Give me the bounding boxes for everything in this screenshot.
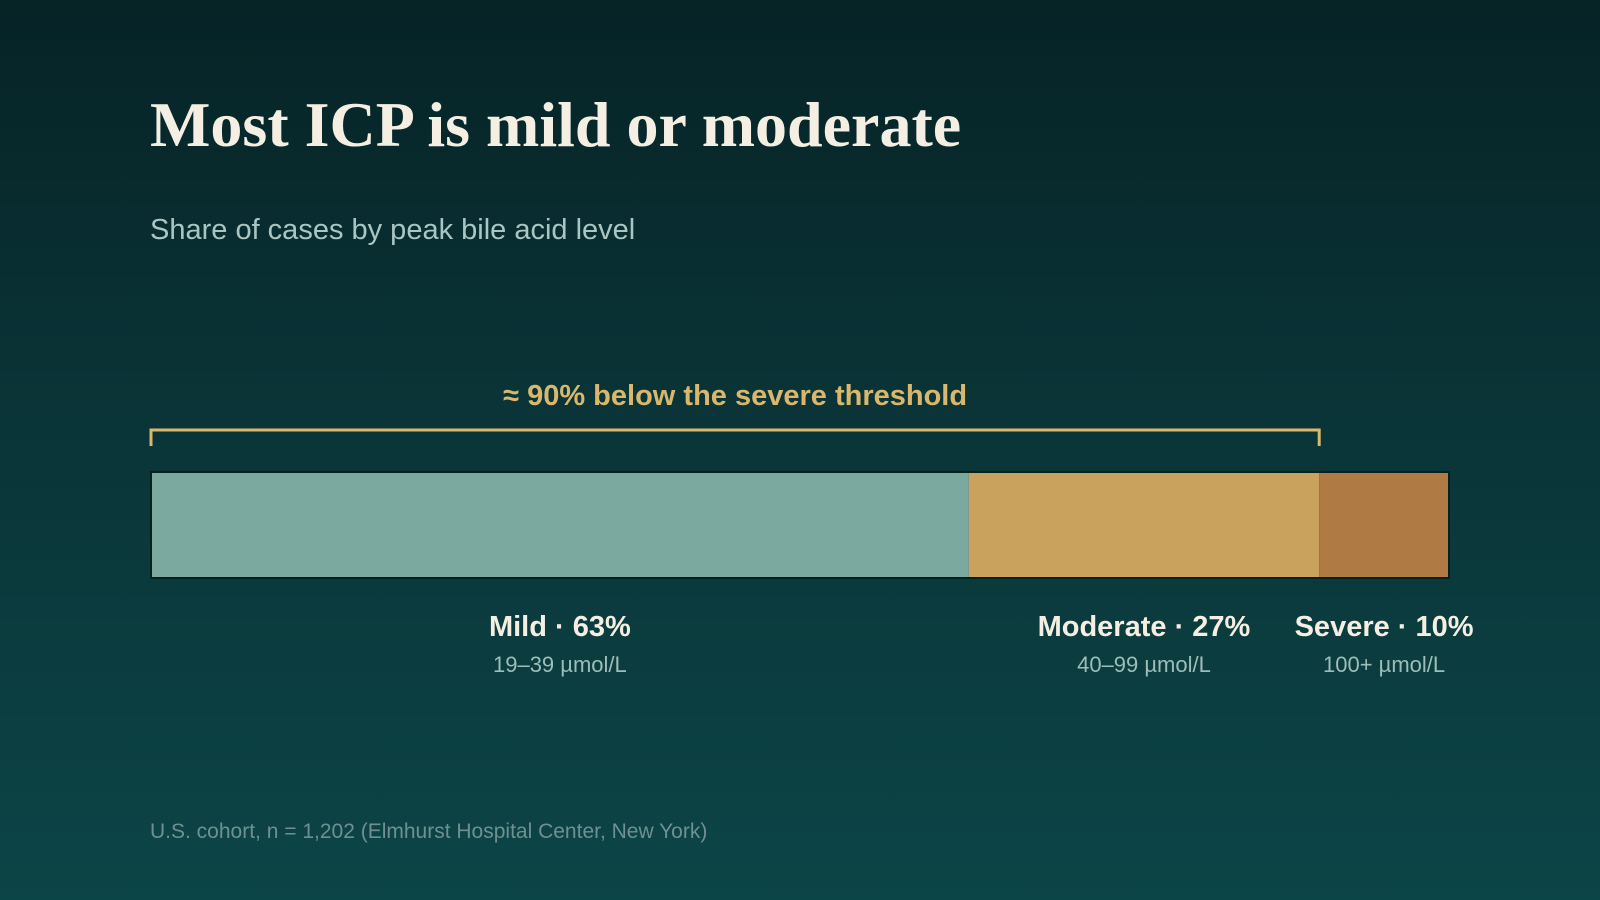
source-note: U.S. cohort, n = 1,202 (Elmhurst Hospita… [150, 820, 708, 843]
segment-separator: · [1167, 611, 1193, 643]
segment-separator: · [1390, 611, 1416, 643]
bar-segment-moderate [968, 472, 1320, 578]
segment-value-moderate: 27% [1192, 611, 1250, 643]
segment-separator: · [547, 611, 573, 643]
bar-outline [150, 471, 1450, 579]
chart-subtitle: Share of cases by peak bile acid level [150, 214, 636, 246]
annotation-bracket [149, 428, 1321, 446]
segment-range-moderate: 40–99 µmol/L [1077, 652, 1211, 677]
segment-range-severe: 100+ µmol/L [1323, 652, 1445, 677]
segment-label-mild: Mild · 63% [489, 611, 631, 643]
segment-name-mild: Mild [489, 611, 547, 643]
bar-segment-mild [151, 472, 969, 578]
segment-name-severe: Severe [1295, 611, 1390, 643]
segment-value-mild: 63% [573, 611, 631, 643]
bar-segment-severe [1319, 472, 1449, 578]
chart-title: Most ICP is mild or moderate [150, 89, 962, 160]
segment-label-moderate: Moderate · 27% [1038, 611, 1251, 643]
segment-value-severe: 10% [1416, 611, 1474, 643]
segment-label-severe: Severe · 10% [1295, 611, 1474, 643]
segment-range-mild: 19–39 µmol/L [493, 652, 627, 677]
annotation-label: ≈ 90% below the severe threshold [503, 380, 967, 412]
segment-name-moderate: Moderate [1038, 611, 1167, 643]
